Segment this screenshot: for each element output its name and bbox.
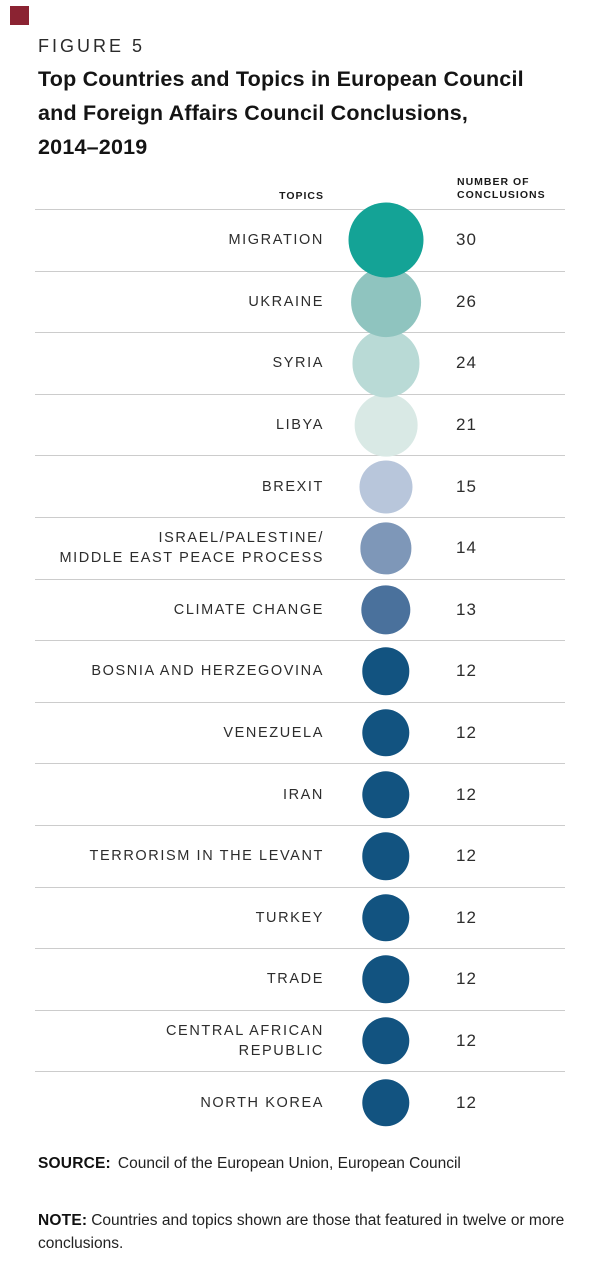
topic-label: TERRORISM IN THE LEVANT: [89, 848, 324, 865]
note-line: NOTE: Countries and topics shown are thos…: [38, 1209, 565, 1255]
conclusion-count: 26: [456, 291, 477, 311]
conclusion-count: 30: [456, 230, 477, 250]
topic-row: BOSNIA AND HERZEGOVINA 12: [35, 640, 565, 702]
source-line: SOURCE: Council of the European Union, Eu…: [38, 1155, 461, 1173]
topic-label: ISRAEL/PALESTINE/ MIDDLE EAST PEACE PROC…: [59, 530, 324, 567]
column-header-topics: TOPICS: [279, 190, 324, 202]
conclusion-count: 24: [456, 353, 477, 373]
source-text: Council of the European Union, European …: [117, 1155, 461, 1172]
conclusion-bubble: [362, 647, 410, 696]
conclusion-count: 12: [456, 846, 477, 866]
source-label: SOURCE:: [38, 1155, 111, 1172]
conclusion-bubble: [362, 894, 410, 942]
topic-label: MIGRATION: [228, 232, 324, 249]
conclusion-bubble: [362, 1078, 410, 1127]
topic-row: IRAN 12: [35, 763, 565, 825]
conclusion-count: 12: [456, 723, 477, 743]
topic-label: TRADE: [266, 971, 324, 988]
conclusion-count: 12: [456, 784, 477, 804]
conclusion-bubble: [362, 1017, 410, 1065]
conclusion-bubble: [354, 393, 418, 457]
topic-row: CENTRAL AFRICAN REPUBLIC 12: [35, 1009, 565, 1072]
topic-row: BREXIT 15: [35, 455, 565, 517]
figure-title-line-1: Top Countries and Topics in European Cou…: [38, 67, 524, 91]
topic-label: LIBYA: [275, 417, 324, 434]
topic-label: UKRAINE: [248, 293, 324, 310]
topic-label: TURKEY: [255, 909, 324, 926]
conclusion-bubble: [351, 266, 421, 337]
topic-row: ISRAEL/PALESTINE/ MIDDLE EAST PEACE PROC…: [35, 516, 565, 579]
topic-row: NORTH KOREA 12: [35, 1071, 565, 1133]
topic-label: NORTH KOREA: [200, 1094, 324, 1111]
topic-row: TRADE 12: [35, 948, 565, 1010]
conclusion-count: 12: [456, 1031, 477, 1051]
topic-row: UKRAINE 26: [35, 266, 565, 337]
topic-label: CLIMATE CHANGE: [173, 601, 324, 618]
conclusion-bubble: [362, 770, 410, 819]
topic-row: LIBYA 21: [35, 393, 565, 457]
topic-row: TERRORISM IN THE LEVANT 12: [35, 824, 565, 887]
topic-label: BOSNIA AND HERZEGOVINA: [91, 663, 324, 680]
conclusion-count: 12: [456, 1092, 477, 1112]
note-text: Countries and topics shown are those tha…: [38, 1212, 565, 1252]
topic-label: SYRIA: [272, 355, 324, 372]
column-header-number-of-conclusions: NUMBER OF CONCLUSIONS: [457, 176, 546, 201]
figure-accent-square-icon: [10, 6, 29, 25]
topic-label: VENEZUELA: [223, 725, 324, 742]
conclusion-bubble: [362, 709, 410, 757]
conclusion-count: 12: [456, 661, 477, 681]
topic-label: IRAN: [282, 786, 324, 803]
conclusion-count: 13: [456, 599, 477, 619]
figure-title-line-2: and Foreign Affairs Council Conclusions,: [38, 101, 469, 125]
conclusion-bubble: [360, 522, 412, 574]
topic-row: VENEZUELA 12: [35, 701, 565, 764]
conclusion-bubble: [352, 329, 420, 398]
conclusion-count: 15: [456, 476, 477, 496]
topic-row: MIGRATION 30: [35, 202, 565, 278]
conclusion-count: 12: [456, 907, 477, 927]
bubble-chart-table: MIGRATION 30 UKRAINE 26 SYRIA 24 LIBYA 2…: [35, 202, 565, 1133]
conclusion-bubble: [348, 202, 424, 278]
conclusion-bubble: [362, 955, 410, 1004]
conclusion-count: 12: [456, 969, 477, 989]
topic-label: BREXIT: [262, 478, 324, 495]
topic-row: TURKEY 12: [35, 886, 565, 949]
conclusion-bubble: [359, 460, 413, 514]
conclusion-bubble: [362, 832, 410, 880]
figure-title: Top Countries and Topics in European Cou…: [38, 62, 578, 164]
topic-row: CLIMATE CHANGE 13: [35, 578, 565, 641]
topic-label: CENTRAL AFRICAN REPUBLIC: [165, 1023, 324, 1060]
conclusion-bubble: [361, 585, 411, 635]
conclusion-count: 14: [456, 538, 477, 558]
conclusion-count: 21: [456, 415, 477, 435]
topic-row: SYRIA 24: [35, 329, 565, 398]
note-label: NOTE:: [38, 1212, 88, 1229]
figure-label: FIGURE 5: [38, 36, 146, 56]
figure-title-line-3: 2014–2019: [38, 135, 148, 159]
